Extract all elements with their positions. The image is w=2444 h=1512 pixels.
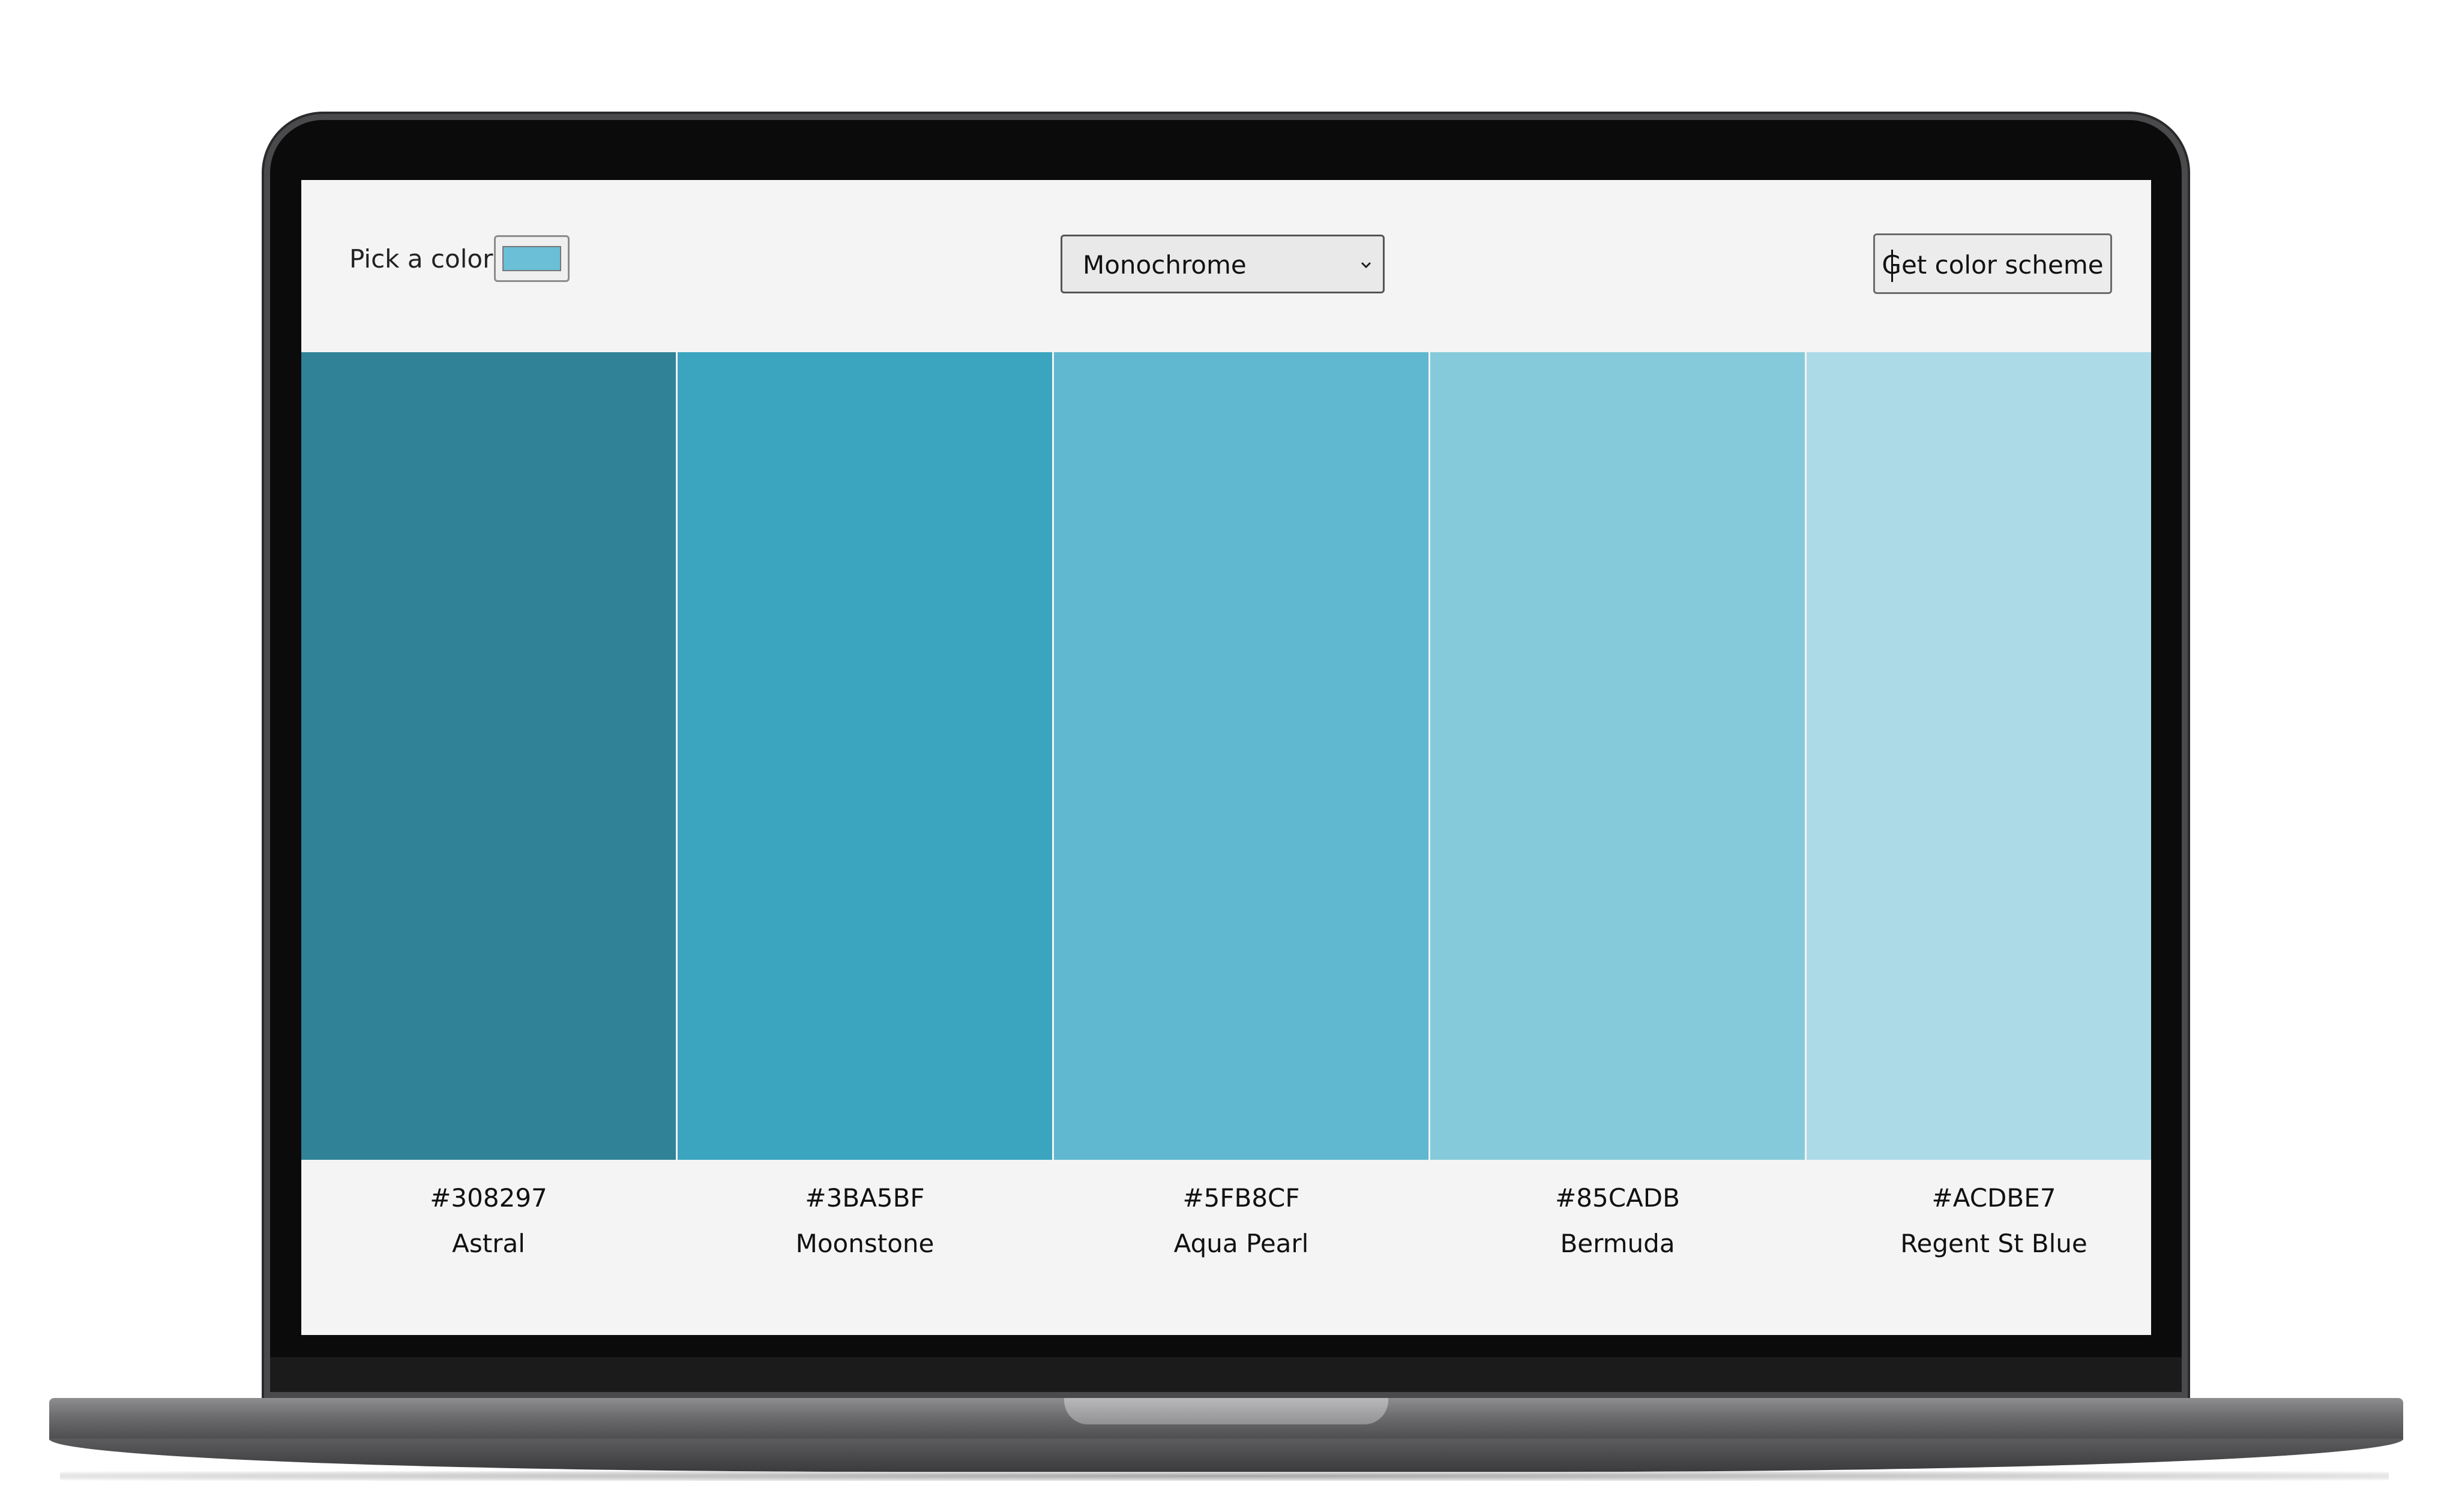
- get-color-scheme-label: Get color scheme: [1882, 250, 2104, 280]
- color-stripes: [301, 352, 2151, 1160]
- color-labels: #308297 Astral #3BA5BF Moonstone #5FB8CF Aqua…: [301, 1160, 2151, 1335]
- laptop-shadow: [60, 1471, 2389, 1481]
- picked-color-swatch: [502, 246, 561, 271]
- color-name: Astral: [452, 1229, 525, 1258]
- color-stripe[interactable]: [301, 352, 676, 1160]
- color-hex: #85CADB: [1555, 1183, 1680, 1213]
- color-name: Bermuda: [1560, 1229, 1675, 1258]
- laptop-notch: [1064, 1398, 1388, 1424]
- color-picker-input[interactable]: [494, 235, 570, 282]
- color-stripe[interactable]: [1054, 352, 1428, 1160]
- color-hex: #5FB8CF: [1182, 1183, 1300, 1213]
- text-caret: [1891, 250, 1893, 282]
- color-stripe[interactable]: [1430, 352, 1805, 1160]
- pick-color-label: Pick a color:: [349, 244, 501, 274]
- color-hex: #308297: [430, 1183, 547, 1213]
- color-label: #85CADB Bermuda: [1431, 1175, 1804, 1267]
- get-color-scheme-button[interactable]: Get color scheme: [1873, 233, 2112, 294]
- scheme-mode-select[interactable]: Monochrome: [1061, 235, 1385, 293]
- color-name: Regent St Blue: [1900, 1229, 2087, 1258]
- color-label: #ACDBE7 Regent St Blue: [1808, 1175, 2151, 1267]
- color-label: #5FB8CF Aqua Pearl: [1055, 1175, 1427, 1267]
- chevron-down-icon: [1361, 262, 1371, 269]
- color-stripe[interactable]: [678, 352, 1052, 1160]
- color-hex: #3BA5BF: [805, 1183, 925, 1213]
- color-name: Moonstone: [795, 1229, 935, 1258]
- color-label: #308297 Astral: [302, 1175, 675, 1267]
- scheme-mode-value: Monochrome: [1083, 250, 1247, 280]
- color-stripe[interactable]: [1807, 352, 2151, 1160]
- color-name: Aqua Pearl: [1173, 1229, 1309, 1258]
- color-hex: #ACDBE7: [1931, 1183, 2056, 1213]
- color-label: #3BA5BF Moonstone: [679, 1175, 1051, 1267]
- toolbar: Pick a color: Monochrome Get color schem…: [301, 180, 2151, 352]
- lid-bottom-bar: [270, 1357, 2182, 1392]
- app-screen: Pick a color: Monochrome Get color schem…: [301, 180, 2151, 1335]
- laptop-base-lip: [49, 1439, 2403, 1472]
